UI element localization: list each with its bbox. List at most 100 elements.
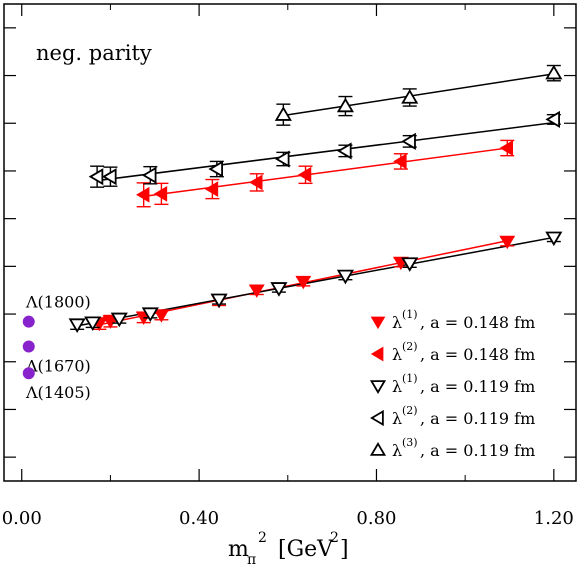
data-point: [110, 312, 128, 328]
data-point: [336, 95, 354, 117]
data-point: [545, 64, 563, 82]
data-marker: [499, 235, 516, 250]
x-tick-label: 0.80: [356, 508, 396, 529]
legend-marker: [369, 380, 387, 394]
legend-marker: [369, 442, 387, 456]
data-marker: [274, 106, 292, 121]
legend-entry: λ (1), a = 0.119 fm: [369, 372, 535, 396]
plot-annotation: neg. parity: [36, 41, 152, 65]
legend-label-rest: , a = 0.119 fm: [420, 441, 535, 460]
data-marker: [84, 316, 102, 332]
experimental-state-marker: [22, 367, 35, 380]
legend-label-main: λ: [392, 409, 402, 428]
data-point: [545, 231, 563, 247]
data-point: [141, 165, 158, 185]
experimental-state-label: Λ(1405): [25, 383, 91, 402]
data-marker: [336, 269, 354, 285]
legend-entry: λ (1), a = 0.148 fm: [370, 308, 535, 332]
legend-label-main: λ: [392, 441, 402, 460]
x-tick-label: 0.00: [2, 508, 42, 529]
legend-entry: λ (2), a = 0.119 fm: [370, 404, 535, 428]
legend-marker: [370, 409, 384, 427]
data-marker: [401, 132, 416, 150]
data-point: [295, 275, 312, 290]
data-point: [204, 178, 220, 200]
experimental-state-label: Λ(1800): [25, 293, 91, 312]
data-marker: [153, 185, 168, 202]
legend-marker: [370, 346, 384, 362]
data-marker: [401, 257, 419, 272]
data-point: [274, 103, 292, 126]
legend-label-rest: , a = 0.119 fm: [420, 377, 535, 396]
experimental-state-marker: [22, 315, 35, 328]
data-marker: [545, 64, 563, 80]
data-point: [499, 235, 516, 250]
legend-label-main: λ: [392, 377, 402, 396]
data-marker: [141, 166, 157, 184]
data-point: [337, 142, 353, 160]
data-point: [274, 150, 291, 168]
data-point: [336, 269, 354, 285]
legend-label-rest: , a = 0.119 fm: [420, 409, 535, 428]
data-marker: [274, 150, 290, 168]
data-point: [68, 318, 86, 333]
data-marker: [248, 284, 265, 298]
data-marker: [101, 168, 117, 186]
data-marker: [208, 160, 223, 178]
data-point: [545, 110, 561, 129]
experimental-state-label: Λ(1670): [25, 356, 91, 375]
x-tick-label: 1.20: [534, 508, 574, 529]
data-point: [141, 307, 159, 322]
data-marker: [337, 142, 352, 160]
data-point: [101, 166, 118, 187]
data-marker: [204, 181, 219, 197]
legend-marker: [370, 316, 386, 330]
data-marker: [153, 309, 170, 323]
data-marker: [270, 282, 288, 297]
data-point: [153, 182, 169, 206]
legend-entry: λ (3), a = 0.119 fm: [369, 436, 535, 460]
legend-label-sup: (1): [402, 308, 418, 321]
data-marker: [136, 186, 150, 203]
x-tick-label: 0.40: [179, 508, 219, 529]
fit-line-series-5: [283, 73, 554, 117]
legend-label-main: λ: [392, 313, 402, 332]
legend-label-sup: (3): [402, 436, 418, 449]
fit-line-series-4: [97, 121, 554, 182]
data-point: [248, 284, 265, 298]
legend-label-rest: , a = 0.148 fm: [420, 313, 535, 332]
legend-label-rest: , a = 0.148 fm: [420, 345, 535, 364]
data-marker: [499, 140, 514, 156]
legend: λ (1), a = 0.148 fmλ (2), a = 0.148 fmλ (1)…: [369, 308, 535, 460]
data-point: [136, 182, 151, 208]
data-marker: [110, 312, 128, 328]
data-point: [270, 282, 288, 297]
data-marker: [88, 168, 104, 186]
data-point: [499, 139, 515, 157]
data-point: [401, 132, 417, 150]
x-label-unit-close: ]: [340, 537, 349, 562]
data-point: [84, 316, 102, 332]
x-label-unit-sup: 2: [330, 530, 339, 546]
svg-text:m: m: [228, 537, 249, 562]
x-label-main: m: [228, 537, 249, 562]
x-label-sub: π: [247, 552, 256, 568]
data-marker: [545, 110, 560, 129]
experimental-state-marker: [22, 340, 35, 353]
data-points: [68, 64, 563, 333]
data-marker: [210, 293, 228, 309]
x-axis-label: m π 2 [GeV 2 ]: [228, 530, 349, 568]
legend-label-main: λ: [392, 345, 402, 364]
plot-frame: [3, 3, 577, 482]
data-point: [401, 88, 419, 107]
data-point: [210, 293, 228, 309]
data-marker: [295, 275, 312, 290]
legend-entry: λ (2), a = 0.148 fm: [370, 340, 535, 364]
data-marker: [68, 318, 86, 333]
data-point: [249, 173, 264, 192]
data-marker: [545, 231, 563, 247]
x-label-sup: 2: [258, 530, 267, 546]
data-point: [297, 165, 313, 185]
data-marker: [297, 166, 312, 183]
